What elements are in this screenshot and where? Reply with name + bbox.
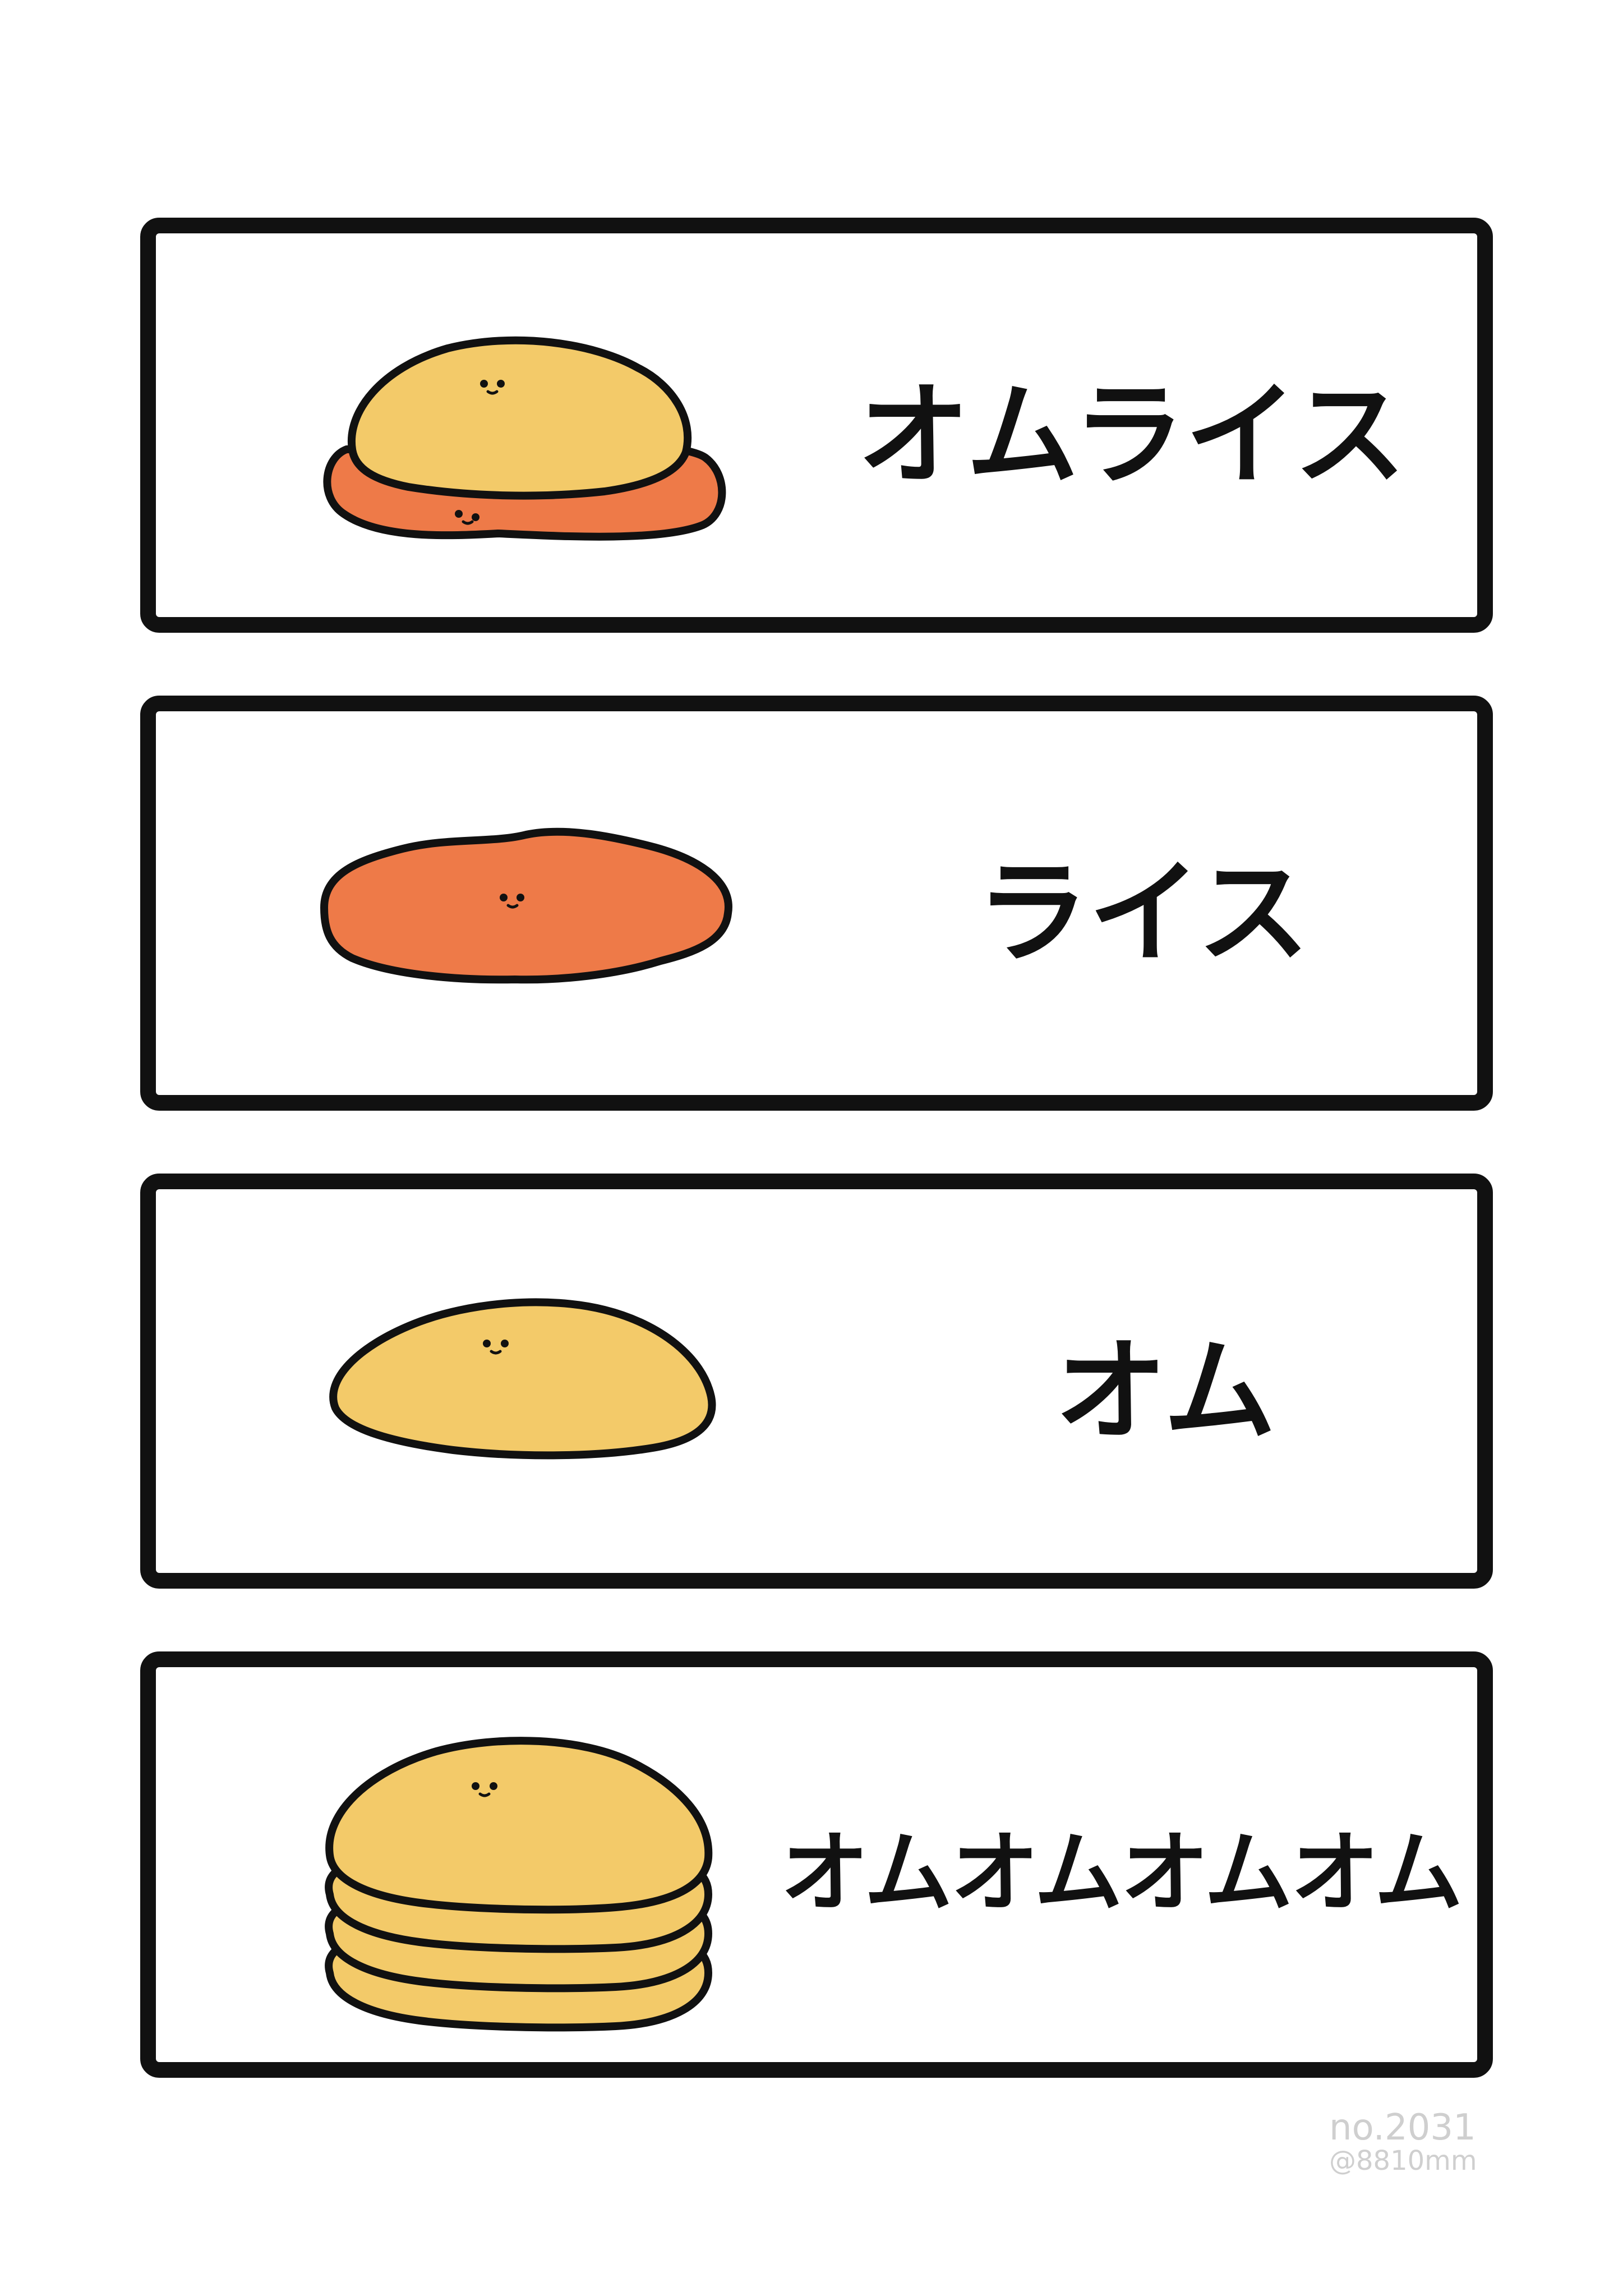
panel-rice: ライス [140,696,1493,1111]
omurice-illustration [323,336,726,541]
egg-mound [329,1298,716,1460]
caption-omurice: オムライス [857,370,1406,501]
rice-mound [320,827,732,984]
artist-handle: @8810mm [1329,2145,1477,2177]
panel-stacked-omelettes: オムオムオムオム [140,1651,1493,2078]
panel-omurice: オムライス [140,218,1493,633]
egg-face [483,1340,509,1355]
caption-rice: ライス [976,848,1310,979]
artist-signature: no.2031 @8810mm [1329,2109,1477,2175]
panel-omelette: オム [140,1174,1493,1589]
egg-face [472,1782,497,1797]
stacked-omelettes-illustration [325,1737,713,2032]
rice-face [500,894,524,909]
omelette-top [325,1737,713,1914]
caption-omelette: オム [1054,1326,1276,1457]
serial-number: no.2031 [1329,2107,1476,2148]
egg-layer [347,336,692,500]
rice-illustration [320,827,732,984]
rice-face [455,510,479,525]
caption-stacked-omelettes: オムオムオムオム [780,1821,1463,1925]
egg-face [480,380,505,395]
omelette-illustration [329,1298,716,1460]
